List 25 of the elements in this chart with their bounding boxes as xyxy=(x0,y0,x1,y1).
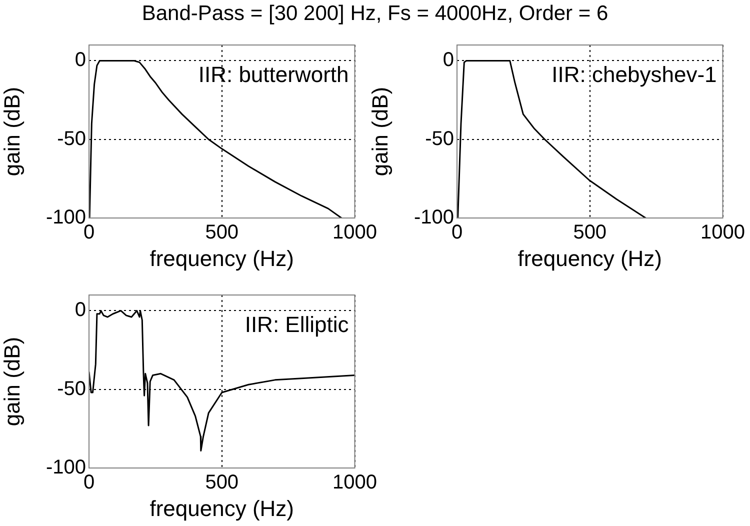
annotation: IIR: chebyshev-1 xyxy=(552,62,717,88)
x-axis-title: frequency (Hz) xyxy=(518,246,662,271)
y-axis-title: gain (dB) xyxy=(0,336,24,426)
x-tick-label: 500 xyxy=(205,472,239,494)
y-tick-label: -50 xyxy=(57,378,86,400)
x-axis-title: frequency (Hz) xyxy=(150,246,294,271)
y-tick-label: -100 xyxy=(414,206,454,229)
y-axis-title: gain (dB) xyxy=(0,86,24,176)
x-tick-label: 1000 xyxy=(332,472,378,494)
annotation: IIR: butterworth xyxy=(198,62,349,88)
annotation: IIR: Elliptic xyxy=(244,312,349,338)
x-tick-label: 1000 xyxy=(700,222,746,244)
y-tick-label: -50 xyxy=(57,128,86,150)
chart-title: Band-Pass = [30 200] Hz, Fs = 4000Hz, Order = 6 xyxy=(140,2,610,26)
x-tick-label: 1000 xyxy=(332,222,378,244)
x-tick-label: 500 xyxy=(573,222,607,244)
y-axis-title: gain (dB) xyxy=(367,86,392,176)
x-axis-title: frequency (Hz) xyxy=(150,496,294,521)
y-tick-label: -50 xyxy=(425,128,454,150)
x-tick-label: 500 xyxy=(205,222,239,244)
y-tick-label: -100 xyxy=(46,456,86,479)
y-tick-label: 0 xyxy=(442,49,454,72)
y-tick-label: -100 xyxy=(46,206,86,229)
y-tick-label: 0 xyxy=(74,49,86,72)
y-tick-label: 0 xyxy=(74,299,86,322)
